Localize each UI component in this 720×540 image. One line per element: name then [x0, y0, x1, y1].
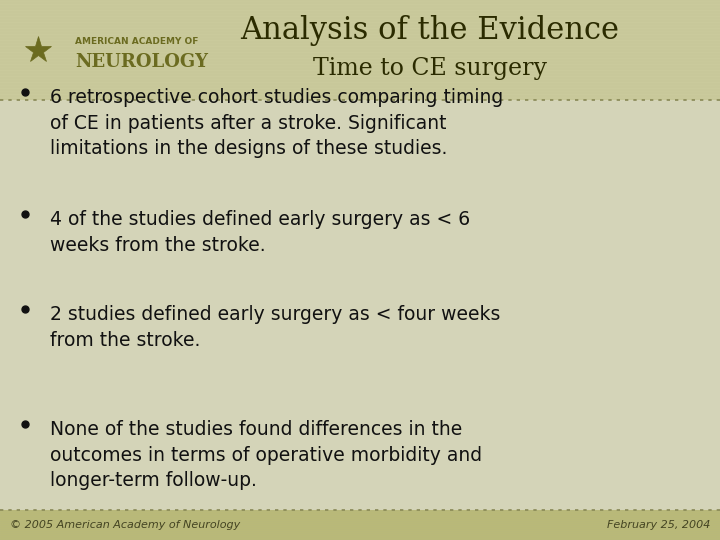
Text: 4 of the studies defined early surgery as < 6
weeks from the stroke.: 4 of the studies defined early surgery a… — [50, 210, 470, 255]
Text: 6 retrospective cohort studies comparing timing
of CE in patients after a stroke: 6 retrospective cohort studies comparing… — [50, 88, 503, 159]
Text: Time to CE surgery: Time to CE surgery — [313, 57, 547, 79]
Text: © 2005 American Academy of Neurology: © 2005 American Academy of Neurology — [10, 520, 240, 530]
Text: February 25, 2004: February 25, 2004 — [607, 520, 710, 530]
Text: 2 studies defined early surgery as < four weeks
from the stroke.: 2 studies defined early surgery as < fou… — [50, 305, 500, 350]
Bar — [0, 0, 720, 100]
Text: None of the studies found differences in the
outcomes in terms of operative morb: None of the studies found differences in… — [50, 420, 482, 490]
Text: AMERICAN ACADEMY OF: AMERICAN ACADEMY OF — [75, 37, 199, 46]
Text: Analysis of the Evidence: Analysis of the Evidence — [240, 15, 619, 45]
Text: NEUROLOGY: NEUROLOGY — [75, 53, 208, 71]
Bar — [0, 510, 720, 540]
